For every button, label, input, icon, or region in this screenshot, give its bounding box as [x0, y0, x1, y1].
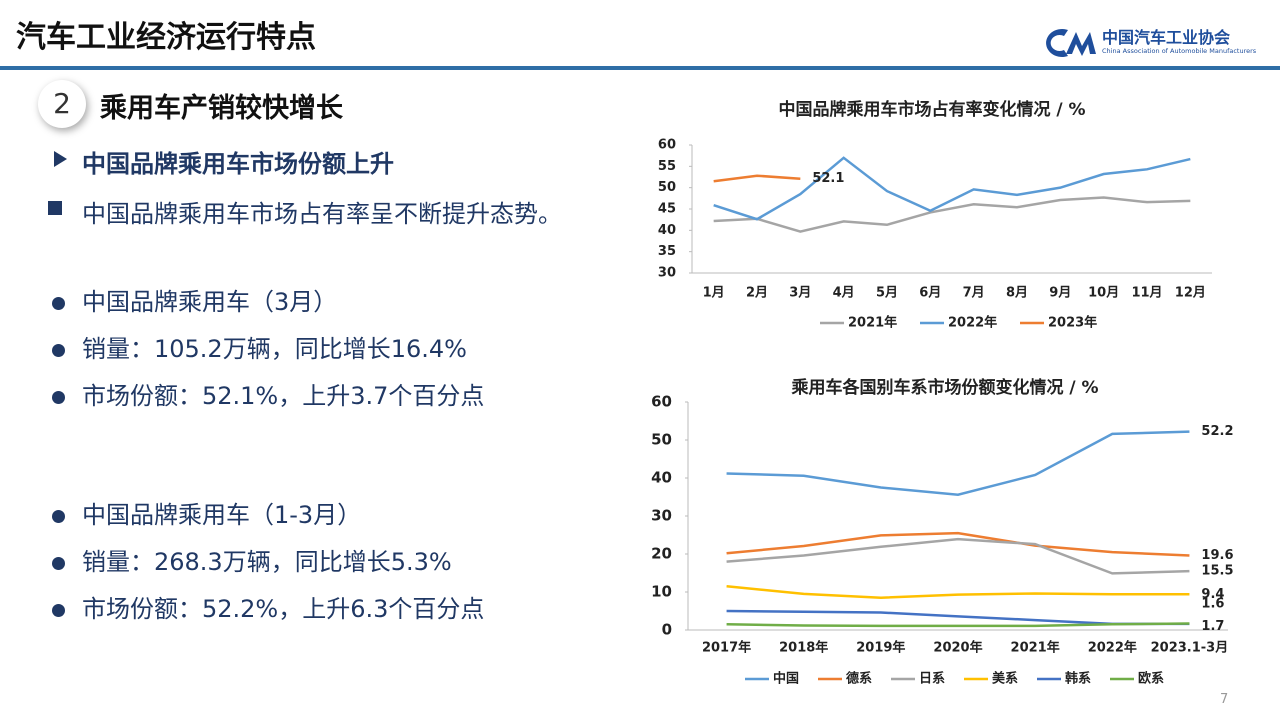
section-number: 2 — [38, 80, 86, 128]
legend-label: 中国 — [773, 671, 799, 687]
x-tick-label: 6月 — [919, 286, 941, 301]
x-tick-label: 8月 — [1006, 286, 1028, 301]
data-label: 52.2 — [1201, 424, 1233, 439]
series-line — [726, 537, 1190, 575]
data-label: 9.4 — [1201, 587, 1224, 602]
y-tick-label: 60 — [651, 393, 672, 411]
bullet-text: 销量：105.2万辆，同比增长16.4% — [82, 335, 467, 363]
legend-label: 2021年 — [848, 315, 897, 331]
x-tick-label: 2月 — [746, 286, 768, 301]
bullet-text: 中国品牌乘用车（1-3月） — [82, 501, 362, 529]
y-tick-label: 40 — [651, 469, 672, 487]
y-tick-label: 50 — [658, 180, 676, 195]
x-tick-label: 2019年 — [856, 640, 905, 656]
x-tick-label: 2022年 — [1088, 640, 1137, 656]
logo: 中国汽车工业协会 China Association of Automobile… — [1038, 22, 1268, 62]
legend-label: 欧系 — [1138, 671, 1164, 687]
dot-marker — [52, 344, 65, 357]
bullet-text: 市场份额：52.2%，上升6.3个百分点 — [82, 595, 485, 623]
series-line — [726, 622, 1190, 628]
dot-marker — [52, 557, 65, 570]
subheading: 中国品牌乘用车市场份额上升 — [82, 150, 394, 178]
y-tick-label: 20 — [651, 545, 672, 563]
y-tick-label: 10 — [651, 583, 672, 601]
y-tick-label: 55 — [658, 159, 676, 174]
header-title: 汽车工业经济运行特点 — [16, 20, 316, 55]
square-marker — [48, 201, 62, 215]
series-line — [713, 156, 1191, 221]
y-tick-label: 30 — [658, 266, 676, 281]
x-tick-label: 2017年 — [702, 640, 751, 656]
series-line — [726, 430, 1190, 496]
dot-marker — [52, 391, 65, 404]
bullet-text: 中国品牌乘用车（3月） — [82, 288, 338, 316]
x-tick-label: 3月 — [789, 286, 811, 301]
header-rule — [0, 66, 1280, 70]
y-tick-label: 35 — [658, 244, 676, 259]
legend-label: 德系 — [846, 671, 872, 687]
dot-marker — [52, 510, 65, 523]
chart-title: 中国品牌乘用车市场占有率变化情况 / % — [778, 99, 1085, 120]
legend-label: 韩系 — [1065, 671, 1091, 687]
dot-marker — [52, 604, 65, 617]
x-tick-label: 7月 — [963, 286, 985, 301]
y-tick-label: 45 — [658, 202, 676, 217]
y-tick-label: 30 — [651, 507, 672, 525]
y-tick-label: 50 — [651, 431, 672, 449]
bullet: 中国品牌乘用车市场占有率呈不断提升态势。 — [82, 200, 562, 228]
series-line — [726, 531, 1190, 557]
dot-marker — [52, 297, 65, 310]
arrow-marker — [54, 151, 67, 167]
logo-subtitle: China Association of Automobile Manufact… — [1102, 47, 1257, 55]
data-label: 1.6 — [1201, 596, 1224, 611]
series-line — [713, 196, 1191, 233]
x-tick-label: 2020年 — [933, 640, 982, 656]
legend-label: 日系 — [919, 671, 945, 687]
data-label: 19.6 — [1201, 548, 1233, 563]
x-tick-label: 11月 — [1131, 286, 1162, 301]
bullet-text: 市场份额：52.1%，上升3.7个百分点 — [82, 382, 485, 410]
x-tick-label: 1月 — [703, 286, 725, 301]
x-tick-label: 2021年 — [1011, 640, 1060, 656]
chart-title: 乘用车各国别车系市场份额变化情况 / % — [790, 377, 1098, 398]
section-title: 乘用车产销较快增长 — [100, 93, 343, 124]
series-line — [726, 585, 1190, 599]
x-tick-label: 10月 — [1088, 286, 1119, 301]
data-label: 1.7 — [1201, 619, 1224, 634]
x-tick-label: 4月 — [833, 286, 855, 301]
series-line — [713, 174, 801, 183]
y-tick-label: 40 — [658, 223, 676, 238]
y-tick-label: 60 — [658, 138, 676, 153]
logo-mark — [1046, 29, 1096, 57]
x-tick-label: 9月 — [1049, 286, 1071, 301]
legend-label: 2023年 — [1048, 315, 1097, 331]
x-tick-label: 2023.1-3月 — [1151, 641, 1229, 656]
x-tick-label: 12月 — [1175, 286, 1206, 301]
x-tick-label: 2018年 — [779, 640, 828, 656]
x-tick-label: 5月 — [876, 286, 898, 301]
legend-label: 美系 — [992, 671, 1018, 687]
data-label: 15.5 — [1201, 564, 1233, 579]
legend-label: 2022年 — [948, 315, 997, 331]
series-line — [726, 609, 1190, 626]
data-label: 52.1 — [812, 171, 844, 186]
bullet-text: 销量：268.3万辆，同比增长5.3% — [82, 548, 452, 576]
y-tick-label: 0 — [662, 621, 672, 639]
page-number: 7 — [1220, 692, 1229, 707]
logo-name: 中国汽车工业协会 — [1102, 28, 1231, 47]
